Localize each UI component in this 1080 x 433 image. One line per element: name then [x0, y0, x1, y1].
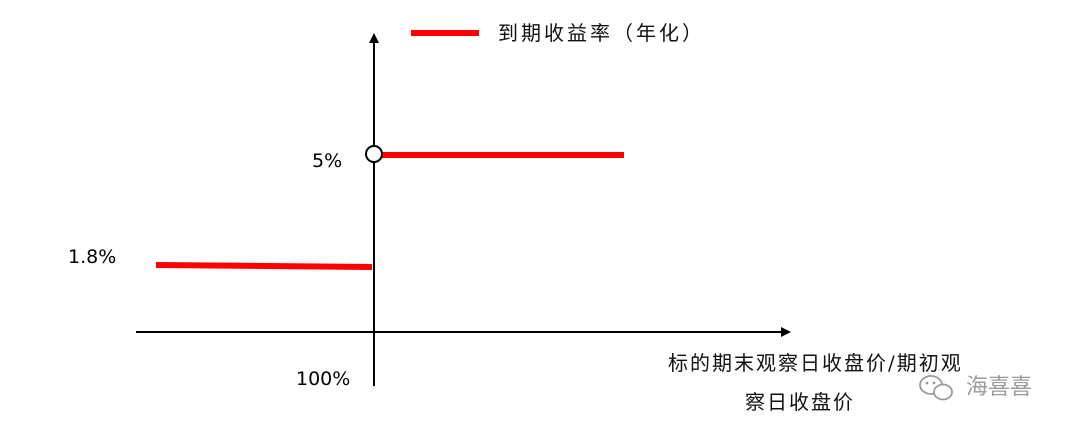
y-tick-label-high: 5%	[312, 150, 342, 172]
wechat-icon	[919, 375, 953, 401]
watermark-text: 海喜喜	[966, 375, 1032, 400]
legend-label: 到期收益率（年化）	[498, 21, 705, 45]
x-threshold-label: 100%	[296, 368, 350, 390]
series-segment-low	[155, 262, 373, 270]
x-axis-title-line2: 察日收盘价	[745, 390, 855, 414]
threshold-open-circle	[365, 145, 383, 163]
x-axis-title-line1: 标的期末观察日收盘价/期初观	[668, 351, 963, 375]
y-tick-label-low: 1.8%	[68, 246, 116, 268]
